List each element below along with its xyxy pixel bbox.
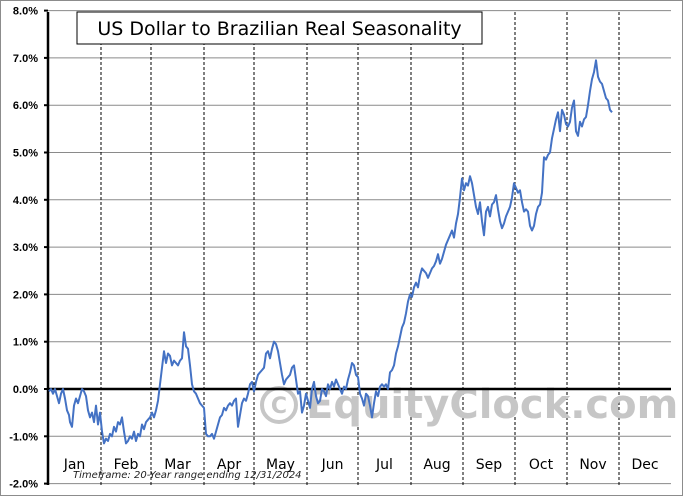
- month-label-oct: Oct: [529, 457, 554, 473]
- y-tick-label: 3.0%: [13, 242, 38, 254]
- y-tick-label: 2.0%: [13, 289, 38, 301]
- month-label-jun: Jun: [321, 457, 344, 473]
- month-label-mar: Mar: [164, 457, 191, 473]
- month-label-may: May: [266, 457, 295, 473]
- month-dividers: [100, 12, 620, 485]
- y-tick-label: -1.0%: [9, 431, 38, 443]
- y-tick-label: -2.0%: [9, 479, 38, 491]
- month-label-jan: Jan: [63, 457, 86, 473]
- y-axis-ticks: 8.0% 7.0% 6.0% 5.0% 4.0% 3.0% 2.0% 1.0% 0.0% -1.0…: [9, 6, 48, 491]
- y-tick-label: 0.0%: [13, 384, 38, 396]
- chart-title-box: US Dollar to Brazilian Real Seasonality: [76, 11, 483, 45]
- month-label-aug: Aug: [423, 457, 450, 473]
- y-tick-label: 1.0%: [13, 337, 38, 349]
- month-labels: Jan Feb Mar Apr May Jun Jul Aug Sep Oct Nov Dec: [63, 457, 659, 473]
- svg-text:C: C: [271, 394, 287, 419]
- month-label-nov: Nov: [579, 457, 606, 473]
- seasonal-line: [48, 59, 613, 445]
- chart-title: US Dollar to Brazilian Real Seasonality: [97, 18, 461, 40]
- y-tick-label: 6.0%: [13, 100, 38, 112]
- y-tick-label: 4.0%: [13, 195, 38, 207]
- y-tick-label: 8.0%: [13, 6, 38, 18]
- y-tick-label: 7.0%: [13, 53, 38, 65]
- timeframe-note: Timeframe: 20-Year range ending 12/31/20…: [73, 470, 302, 481]
- month-label-feb: Feb: [114, 457, 139, 473]
- month-label-jul: Jul: [375, 457, 393, 473]
- month-label-dec: Dec: [631, 457, 658, 473]
- month-label-sep: Sep: [476, 457, 503, 473]
- month-label-apr: Apr: [217, 457, 241, 473]
- y-tick-label: 5.0%: [13, 148, 38, 160]
